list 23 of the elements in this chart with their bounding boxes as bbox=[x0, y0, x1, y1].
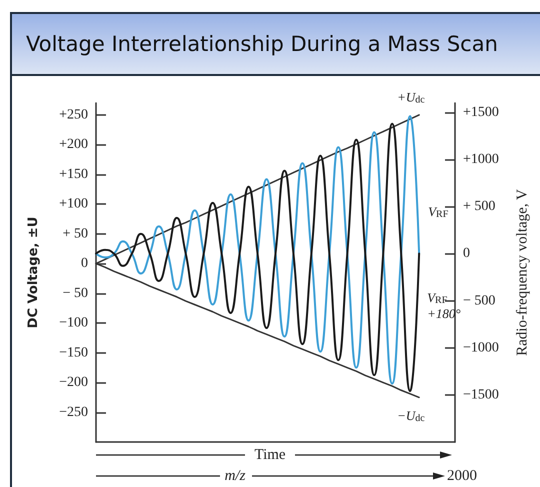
y-tick-label: −150 bbox=[59, 345, 88, 360]
y2-tick-label: − 500 bbox=[463, 293, 496, 308]
y2-tick-label: +1500 bbox=[463, 104, 499, 120]
y-tick-label: +200 bbox=[59, 137, 88, 152]
y2-tick-label: + 500 bbox=[463, 199, 496, 214]
text: m/z bbox=[224, 468, 246, 484]
y-tick-label: +250 bbox=[59, 107, 88, 122]
y-tick-label: −200 bbox=[59, 375, 88, 390]
x-axis-title: Time bbox=[254, 447, 286, 463]
y-tick-label: −100 bbox=[59, 316, 88, 331]
y-tick-label: + 50 bbox=[62, 226, 88, 242]
y-axis-title: DC Voltage, ±U bbox=[26, 216, 41, 328]
y2-tick-label: −1000 bbox=[463, 340, 499, 356]
y-tick-label: +100 bbox=[59, 196, 88, 212]
y2-tick-label: 0 bbox=[463, 246, 470, 262]
y-tick-label: −250 bbox=[59, 404, 88, 420]
text: 2000 bbox=[447, 468, 477, 484]
y-tick-label: 0 bbox=[81, 256, 88, 272]
y2-axis-title: Radio-frequency voltage, V bbox=[514, 188, 530, 356]
y-tick-label: − 50 bbox=[62, 286, 88, 301]
y-tick-label: +150 bbox=[59, 166, 88, 182]
y2-tick-label: +1000 bbox=[463, 152, 499, 167]
y2-tick-label: −1500 bbox=[463, 387, 499, 402]
